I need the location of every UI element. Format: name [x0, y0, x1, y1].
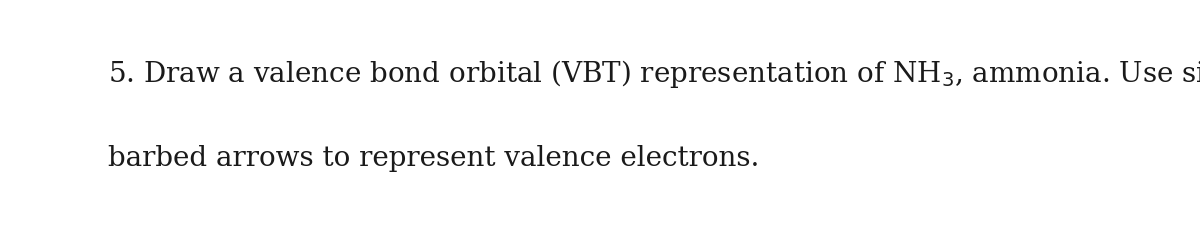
Text: barbed arrows to represent valence electrons.: barbed arrows to represent valence elect… — [108, 144, 760, 171]
Text: 5. Draw a valence bond orbital (VBT) representation of NH$_3$, ammonia. Use sing: 5. Draw a valence bond orbital (VBT) rep… — [108, 57, 1200, 89]
